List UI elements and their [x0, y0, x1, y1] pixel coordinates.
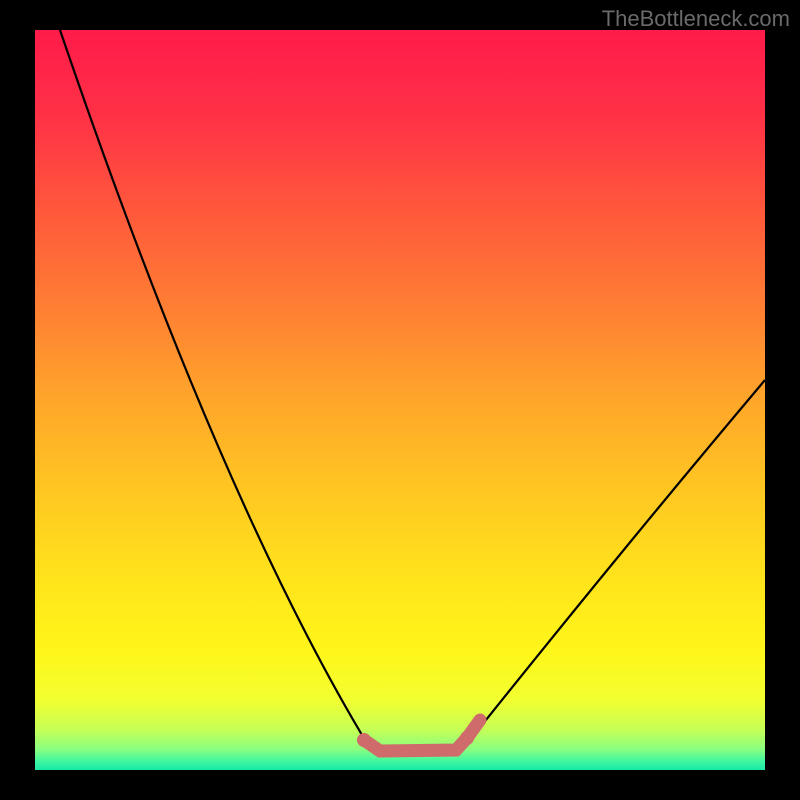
bottleneck-chart	[0, 0, 800, 800]
gradient-background	[35, 30, 765, 770]
watermark-text: TheBottleneck.com	[602, 6, 790, 32]
chart-stage: TheBottleneck.com	[0, 0, 800, 800]
